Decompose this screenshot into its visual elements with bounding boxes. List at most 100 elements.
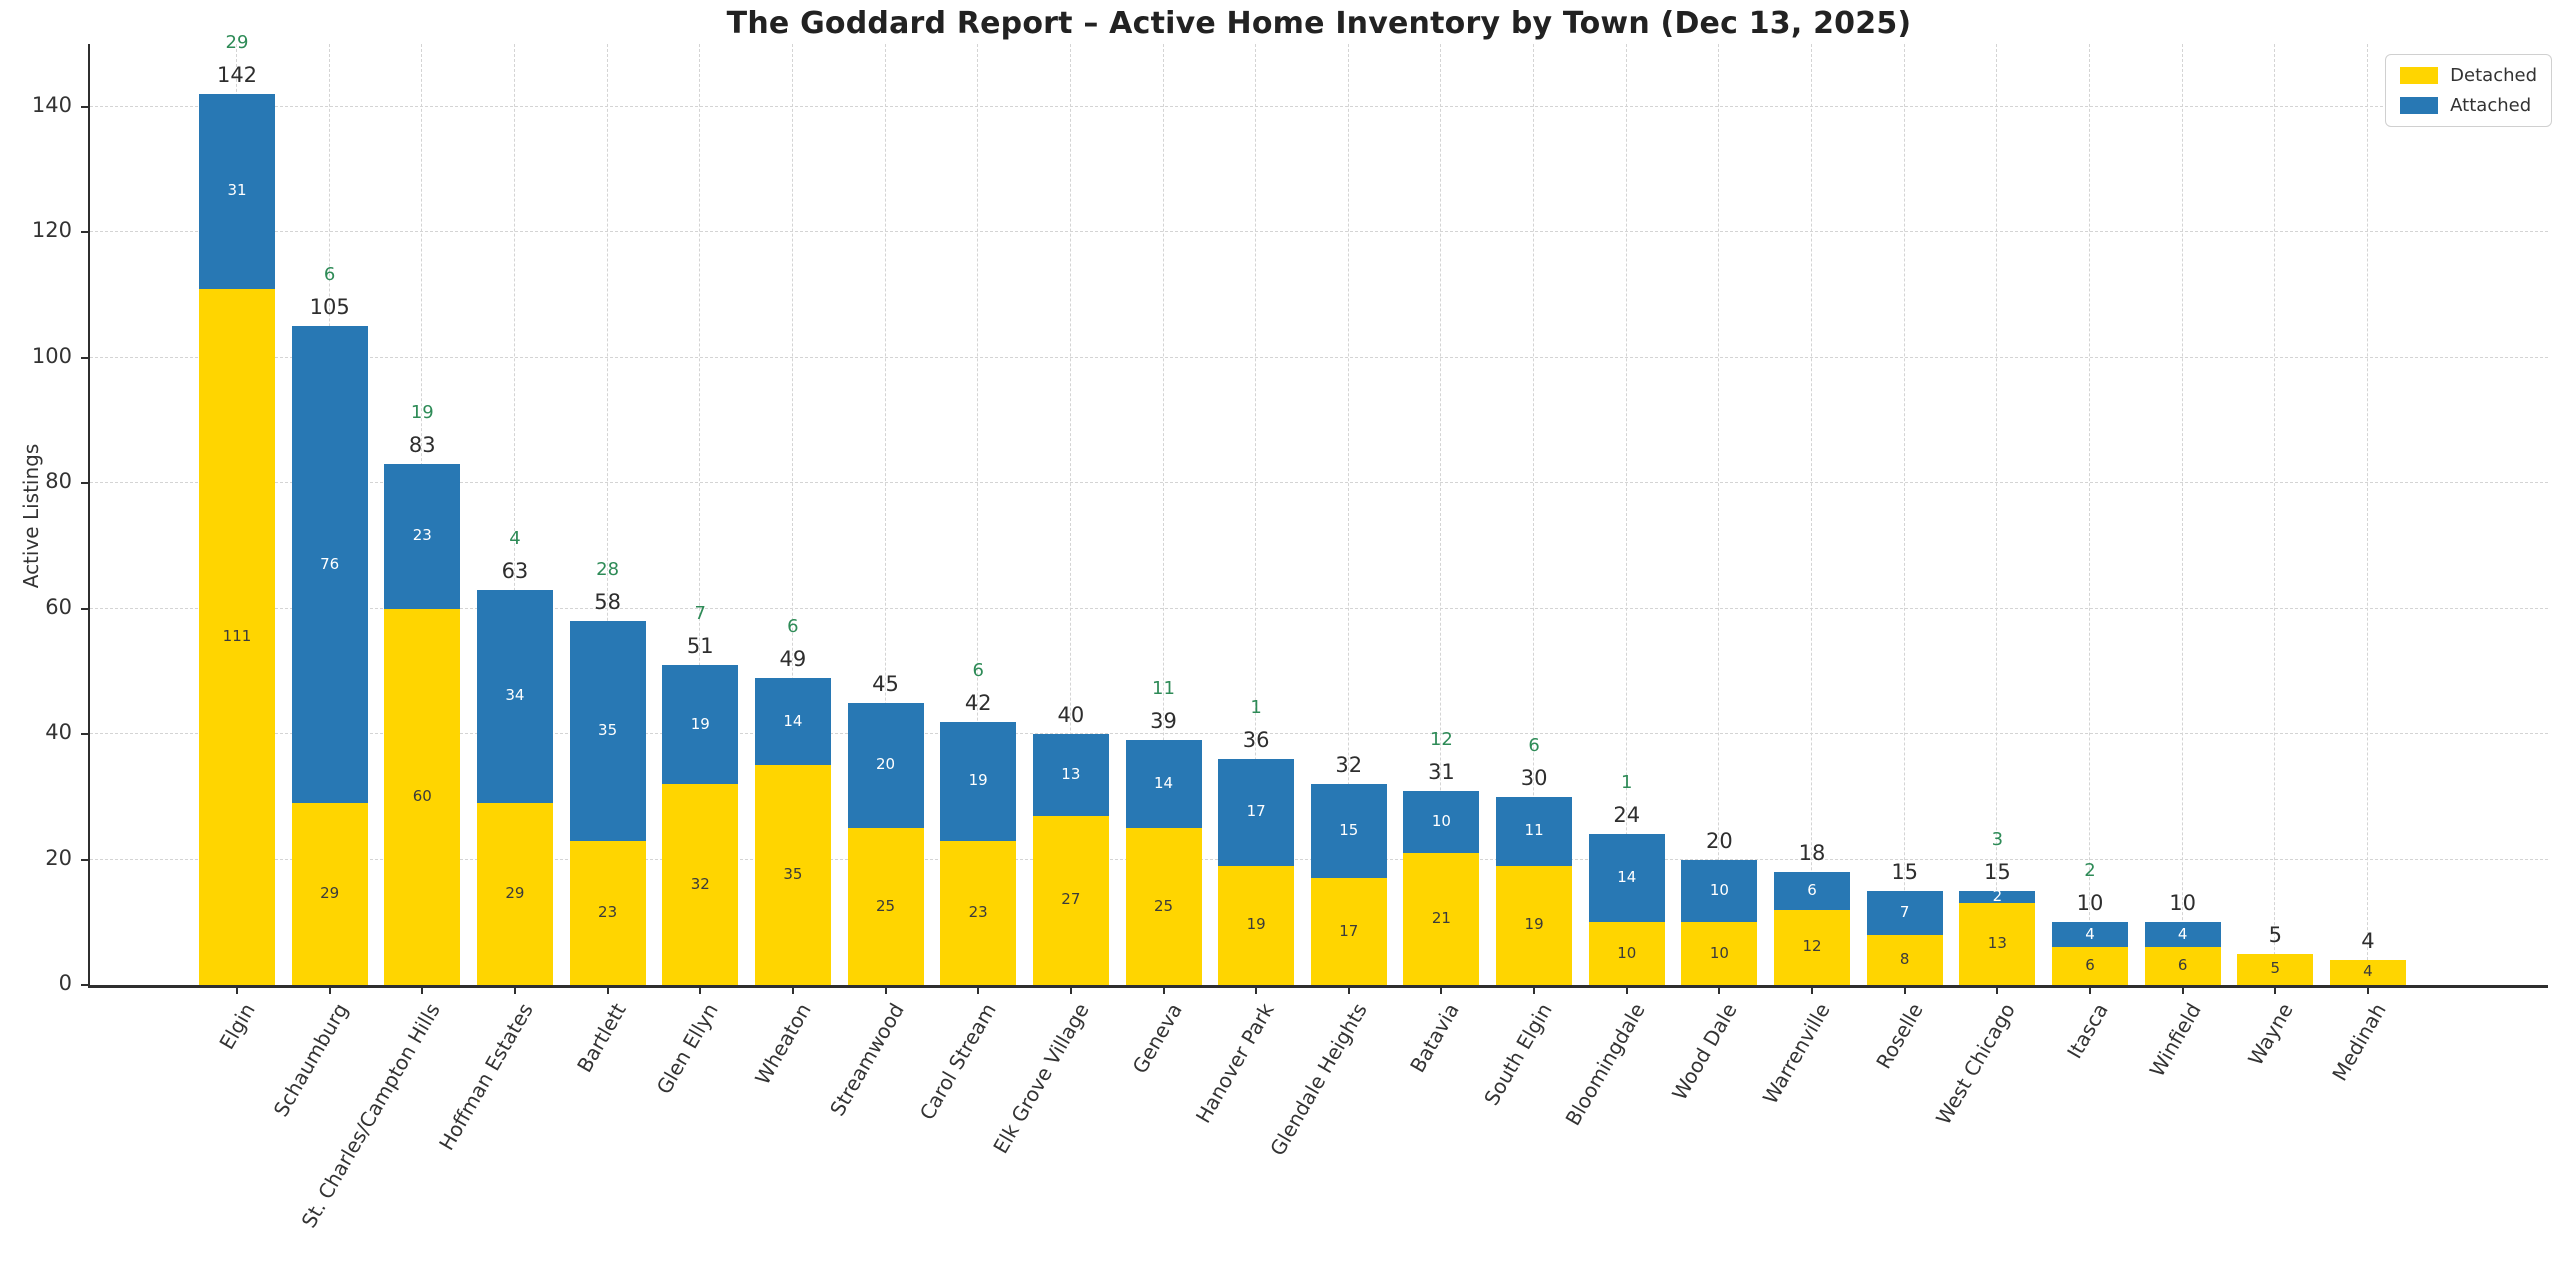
bar-total-label: 142 bbox=[216, 63, 258, 88]
bar-segment-detached bbox=[1959, 903, 2036, 985]
bar-label-detached: 12 bbox=[1802, 937, 1822, 956]
bar-segment-detached bbox=[291, 803, 368, 985]
legend: Detached Attached bbox=[2385, 54, 2552, 127]
bar-label-attached: 14 bbox=[783, 711, 803, 730]
bar-segment-detached bbox=[940, 840, 1017, 985]
bar-label-detached: 6 bbox=[2177, 956, 2188, 975]
bar-segment-detached bbox=[1125, 828, 1202, 985]
bar-label-detached: 19 bbox=[1246, 915, 1266, 934]
bar-segment-detached bbox=[1588, 922, 1665, 985]
h-gridline bbox=[90, 482, 2548, 484]
bar-total-label: 15 bbox=[1891, 859, 1919, 884]
bar-label-attached: 35 bbox=[598, 720, 618, 739]
bar-label-attached: 10 bbox=[1431, 811, 1451, 830]
bar-segment-detached bbox=[2052, 947, 2128, 985]
bar-label-detached: 111 bbox=[222, 626, 252, 645]
bar-segment-attached bbox=[847, 702, 924, 829]
bar-total-label: 5 bbox=[2268, 922, 2282, 947]
bar-label-detached: 8 bbox=[1899, 949, 1910, 968]
bar-label-detached: 60 bbox=[412, 786, 432, 805]
bar-label-attached: 76 bbox=[320, 554, 340, 573]
bar-label-attached: 17 bbox=[1246, 802, 1266, 821]
bar-change-label: 1 bbox=[1250, 697, 1262, 719]
bar-total-label: 58 bbox=[594, 590, 621, 615]
x-tick-mark bbox=[791, 985, 794, 994]
x-tick-mark bbox=[606, 985, 609, 994]
bar-label-attached: 2 bbox=[1992, 887, 2003, 906]
bar-label-detached: 10 bbox=[1617, 943, 1637, 962]
x-tick-mark bbox=[977, 985, 980, 994]
bar-segment-detached bbox=[384, 608, 461, 985]
y-tick-mark bbox=[81, 858, 90, 861]
v-gridline bbox=[2089, 44, 2090, 985]
v-gridline bbox=[1347, 44, 1349, 985]
y-axis-line bbox=[88, 44, 90, 985]
bar-segment-attached bbox=[1125, 740, 1202, 829]
bar-total-label: 31 bbox=[1428, 759, 1455, 784]
h-gridline bbox=[90, 733, 2548, 735]
bar-segment-attached bbox=[1310, 784, 1387, 879]
bar-change-label: 28 bbox=[596, 559, 620, 581]
bar-segment-attached bbox=[662, 665, 739, 785]
y-tick-label: 100 bbox=[31, 343, 72, 368]
bar-change-label: 1 bbox=[1621, 772, 1633, 794]
bar-label-attached: 11 bbox=[1524, 821, 1544, 840]
bar-label-attached: 34 bbox=[505, 686, 525, 705]
x-axis-line bbox=[88, 985, 2548, 988]
v-gridline bbox=[1440, 44, 1442, 985]
x-tick-mark bbox=[1718, 985, 1721, 994]
bar-segment-detached bbox=[2329, 959, 2406, 985]
bar-label-attached: 15 bbox=[1339, 821, 1359, 840]
bar-change-label: 2 bbox=[2084, 860, 2096, 882]
bar-total-label: 42 bbox=[964, 690, 992, 715]
y-tick-mark bbox=[81, 105, 90, 108]
bar-label-detached: 25 bbox=[1153, 896, 1174, 915]
x-tick-mark bbox=[1347, 985, 1350, 994]
x-tick-mark bbox=[1625, 985, 1628, 994]
bar-segment-detached bbox=[1496, 865, 1573, 985]
bar-total-label: 32 bbox=[1335, 753, 1363, 778]
bar-change-label: 6 bbox=[787, 615, 799, 637]
x-tick-mark bbox=[1533, 985, 1536, 994]
x-tick-mark bbox=[1440, 985, 1443, 994]
h-gridline bbox=[90, 105, 2548, 107]
v-gridline bbox=[1255, 44, 1257, 985]
bar-segment-attached bbox=[940, 721, 1017, 841]
y-tick-label: 80 bbox=[45, 469, 72, 494]
bar-label-attached: 31 bbox=[227, 181, 247, 200]
bar-segment-detached bbox=[1310, 878, 1387, 985]
bar-total-label: 105 bbox=[309, 295, 350, 320]
bar-segment-detached bbox=[1032, 815, 1109, 985]
bar-total-label: 36 bbox=[1242, 728, 1270, 753]
bar-segment-detached bbox=[476, 803, 553, 985]
bar-label-detached: 29 bbox=[505, 884, 525, 903]
bar-label-detached: 32 bbox=[690, 874, 710, 893]
bar-total-label: 10 bbox=[2169, 891, 2196, 916]
x-tick-mark bbox=[2274, 985, 2277, 994]
v-gridline bbox=[1718, 44, 1720, 985]
x-tick-mark bbox=[699, 985, 702, 994]
bar-segment-detached bbox=[1866, 934, 1943, 985]
x-tick-mark bbox=[2366, 985, 2369, 994]
bar-label-attached: 13 bbox=[1061, 764, 1081, 783]
v-gridline bbox=[1069, 44, 1071, 985]
v-gridline bbox=[1811, 44, 1813, 985]
bar-total-label: 63 bbox=[501, 558, 529, 583]
x-tick-mark bbox=[884, 985, 887, 994]
bar-segment-attached bbox=[1496, 796, 1573, 866]
x-tick-mark bbox=[1162, 985, 1165, 994]
bar-change-label: 3 bbox=[1991, 828, 2004, 850]
x-tick-mark bbox=[2089, 985, 2091, 994]
bar-segment-attached bbox=[1681, 859, 1758, 923]
bar-label-attached: 20 bbox=[876, 755, 896, 774]
bar-segment-attached bbox=[1774, 872, 1851, 910]
bar-label-attached: 19 bbox=[968, 771, 988, 790]
y-tick-label: 20 bbox=[45, 845, 72, 870]
bar-segment-detached bbox=[847, 828, 924, 985]
bar-total-label: 40 bbox=[1057, 703, 1085, 728]
bar-label-detached: 27 bbox=[1061, 890, 1081, 909]
bar-segment-attached bbox=[754, 677, 831, 766]
bar-change-label: 7 bbox=[694, 603, 706, 625]
bar-total-label: 10 bbox=[2076, 891, 2104, 916]
